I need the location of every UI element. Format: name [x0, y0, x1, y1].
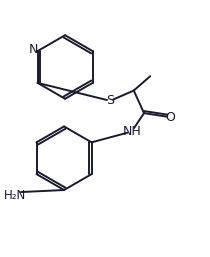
Text: H₂N: H₂N	[4, 189, 26, 202]
Text: NH: NH	[122, 125, 141, 138]
Text: N: N	[28, 43, 38, 56]
Text: S: S	[106, 94, 114, 107]
Text: O: O	[166, 111, 176, 124]
